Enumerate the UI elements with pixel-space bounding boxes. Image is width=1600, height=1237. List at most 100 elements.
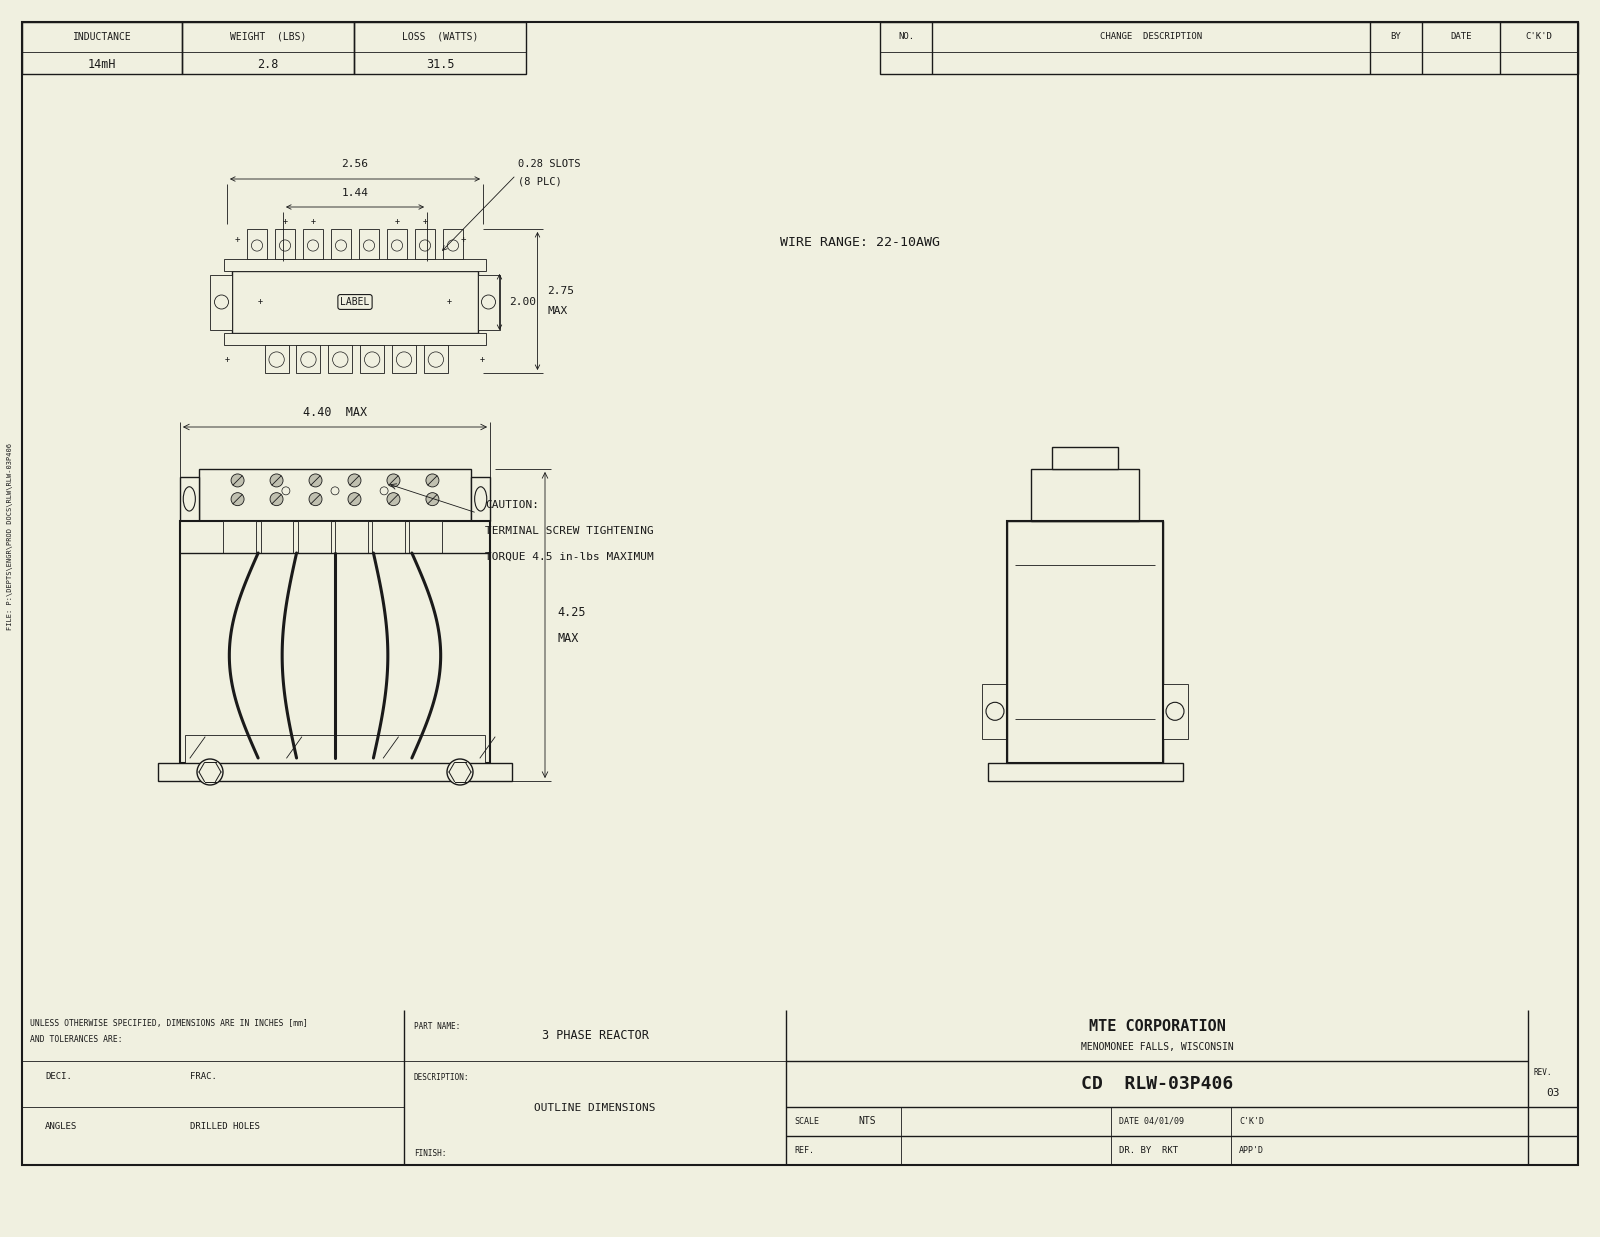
- Bar: [358, 229, 379, 259]
- Text: TORQUE 4.5 in-lbs MAXIMUM: TORQUE 4.5 in-lbs MAXIMUM: [485, 552, 654, 562]
- Bar: [232, 271, 477, 333]
- Text: FRAC.: FRAC.: [190, 1072, 218, 1081]
- Bar: [880, 22, 1578, 74]
- Bar: [472, 476, 490, 521]
- Bar: [224, 333, 485, 345]
- Text: 0.28 SLOTS: 0.28 SLOTS: [518, 160, 581, 169]
- Text: MTE CORPORATION: MTE CORPORATION: [1088, 1019, 1226, 1034]
- Bar: [1008, 521, 1163, 763]
- Text: DECI.: DECI.: [45, 1072, 72, 1081]
- Text: +: +: [446, 298, 453, 307]
- Text: WEIGHT  (LBS): WEIGHT (LBS): [230, 32, 306, 42]
- Text: +: +: [461, 235, 466, 244]
- Text: 4.40  MAX: 4.40 MAX: [302, 406, 366, 418]
- Bar: [179, 521, 490, 763]
- Text: SCALE: SCALE: [794, 1117, 819, 1126]
- Text: +: +: [310, 216, 315, 225]
- Text: 4.25: 4.25: [557, 605, 586, 618]
- Text: LABEL: LABEL: [341, 297, 370, 307]
- Circle shape: [426, 492, 438, 506]
- Text: WIRE RANGE: 22-10AWG: WIRE RANGE: 22-10AWG: [781, 235, 941, 249]
- Text: FILE: P:\DEPTS\ENGR\PROD DOCS\RLW\RLW-03P406: FILE: P:\DEPTS\ENGR\PROD DOCS\RLW\RLW-03…: [6, 444, 13, 631]
- Bar: [198, 469, 472, 521]
- Bar: [246, 229, 267, 259]
- Bar: [982, 684, 1008, 738]
- Bar: [224, 259, 485, 271]
- Bar: [354, 22, 526, 74]
- Text: UNLESS OTHERWISE SPECIFIED, DIMENSIONS ARE IN INCHES [mm]: UNLESS OTHERWISE SPECIFIED, DIMENSIONS A…: [30, 1019, 307, 1028]
- Bar: [264, 345, 288, 374]
- Bar: [1053, 447, 1117, 469]
- Text: INDUCTANCE: INDUCTANCE: [72, 32, 131, 42]
- Circle shape: [309, 474, 322, 487]
- Text: 31.5: 31.5: [426, 58, 454, 72]
- Text: 3 PHASE REACTOR: 3 PHASE REACTOR: [541, 1029, 648, 1043]
- Bar: [275, 229, 294, 259]
- Text: +: +: [480, 355, 485, 364]
- Text: DATE: DATE: [1450, 32, 1472, 41]
- Bar: [387, 229, 406, 259]
- Text: 2.00: 2.00: [509, 297, 536, 307]
- Text: (8 PLC): (8 PLC): [518, 177, 562, 187]
- Text: C'K'D: C'K'D: [1525, 32, 1552, 41]
- Text: +: +: [226, 355, 230, 364]
- Bar: [1030, 469, 1139, 521]
- Text: AND TOLERANCES ARE:: AND TOLERANCES ARE:: [30, 1035, 123, 1044]
- Bar: [224, 521, 256, 553]
- Text: NO.: NO.: [898, 32, 914, 41]
- Text: 2.8: 2.8: [258, 58, 278, 72]
- Bar: [182, 22, 354, 74]
- Bar: [414, 229, 435, 259]
- Circle shape: [270, 492, 283, 506]
- Bar: [302, 229, 323, 259]
- Bar: [158, 763, 512, 781]
- Circle shape: [446, 760, 474, 785]
- Bar: [360, 345, 384, 374]
- Text: MAX: MAX: [557, 632, 578, 644]
- Text: DATE 04/01/09: DATE 04/01/09: [1118, 1117, 1184, 1126]
- Text: 1.44: 1.44: [341, 188, 368, 198]
- Text: OUTLINE DIMENSIONS: OUTLINE DIMENSIONS: [534, 1103, 656, 1113]
- Circle shape: [309, 492, 322, 506]
- Text: DR. BY  RKT: DR. BY RKT: [1118, 1145, 1178, 1155]
- Text: CD  RLW-03P406: CD RLW-03P406: [1082, 1075, 1234, 1094]
- Text: CAUTION:: CAUTION:: [485, 500, 539, 510]
- Text: MENOMONEE FALLS, WISCONSIN: MENOMONEE FALLS, WISCONSIN: [1080, 1042, 1234, 1051]
- Bar: [328, 345, 352, 374]
- Bar: [334, 521, 368, 553]
- Bar: [410, 521, 442, 553]
- Text: BY: BY: [1390, 32, 1402, 41]
- Text: +: +: [422, 216, 427, 225]
- Bar: [331, 229, 350, 259]
- Bar: [392, 345, 416, 374]
- Bar: [179, 476, 198, 521]
- Circle shape: [387, 492, 400, 506]
- Bar: [22, 22, 182, 74]
- Bar: [1008, 521, 1163, 763]
- Text: REV.: REV.: [1533, 1069, 1552, 1077]
- Text: LOSS  (WATTS): LOSS (WATTS): [402, 32, 478, 42]
- Text: 14mH: 14mH: [88, 58, 117, 72]
- Text: +: +: [234, 235, 240, 244]
- Bar: [477, 275, 499, 329]
- Circle shape: [270, 474, 283, 487]
- Text: 2.56: 2.56: [341, 160, 368, 169]
- Circle shape: [230, 492, 245, 506]
- Text: CHANGE  DESCRIPTION: CHANGE DESCRIPTION: [1099, 32, 1202, 41]
- Text: PART NAME:: PART NAME:: [414, 1022, 461, 1030]
- Circle shape: [347, 474, 362, 487]
- Circle shape: [387, 474, 400, 487]
- Bar: [424, 345, 448, 374]
- Bar: [1163, 684, 1187, 738]
- Text: FINISH:: FINISH:: [414, 1148, 446, 1158]
- Text: +: +: [283, 216, 288, 225]
- Circle shape: [230, 474, 245, 487]
- Bar: [296, 345, 320, 374]
- Text: ANGLES: ANGLES: [45, 1122, 77, 1131]
- Bar: [987, 763, 1182, 781]
- Text: C'K'D: C'K'D: [1238, 1117, 1264, 1126]
- Bar: [298, 521, 331, 553]
- Bar: [443, 229, 462, 259]
- Text: REF.: REF.: [794, 1145, 814, 1155]
- Text: APP'D: APP'D: [1238, 1145, 1264, 1155]
